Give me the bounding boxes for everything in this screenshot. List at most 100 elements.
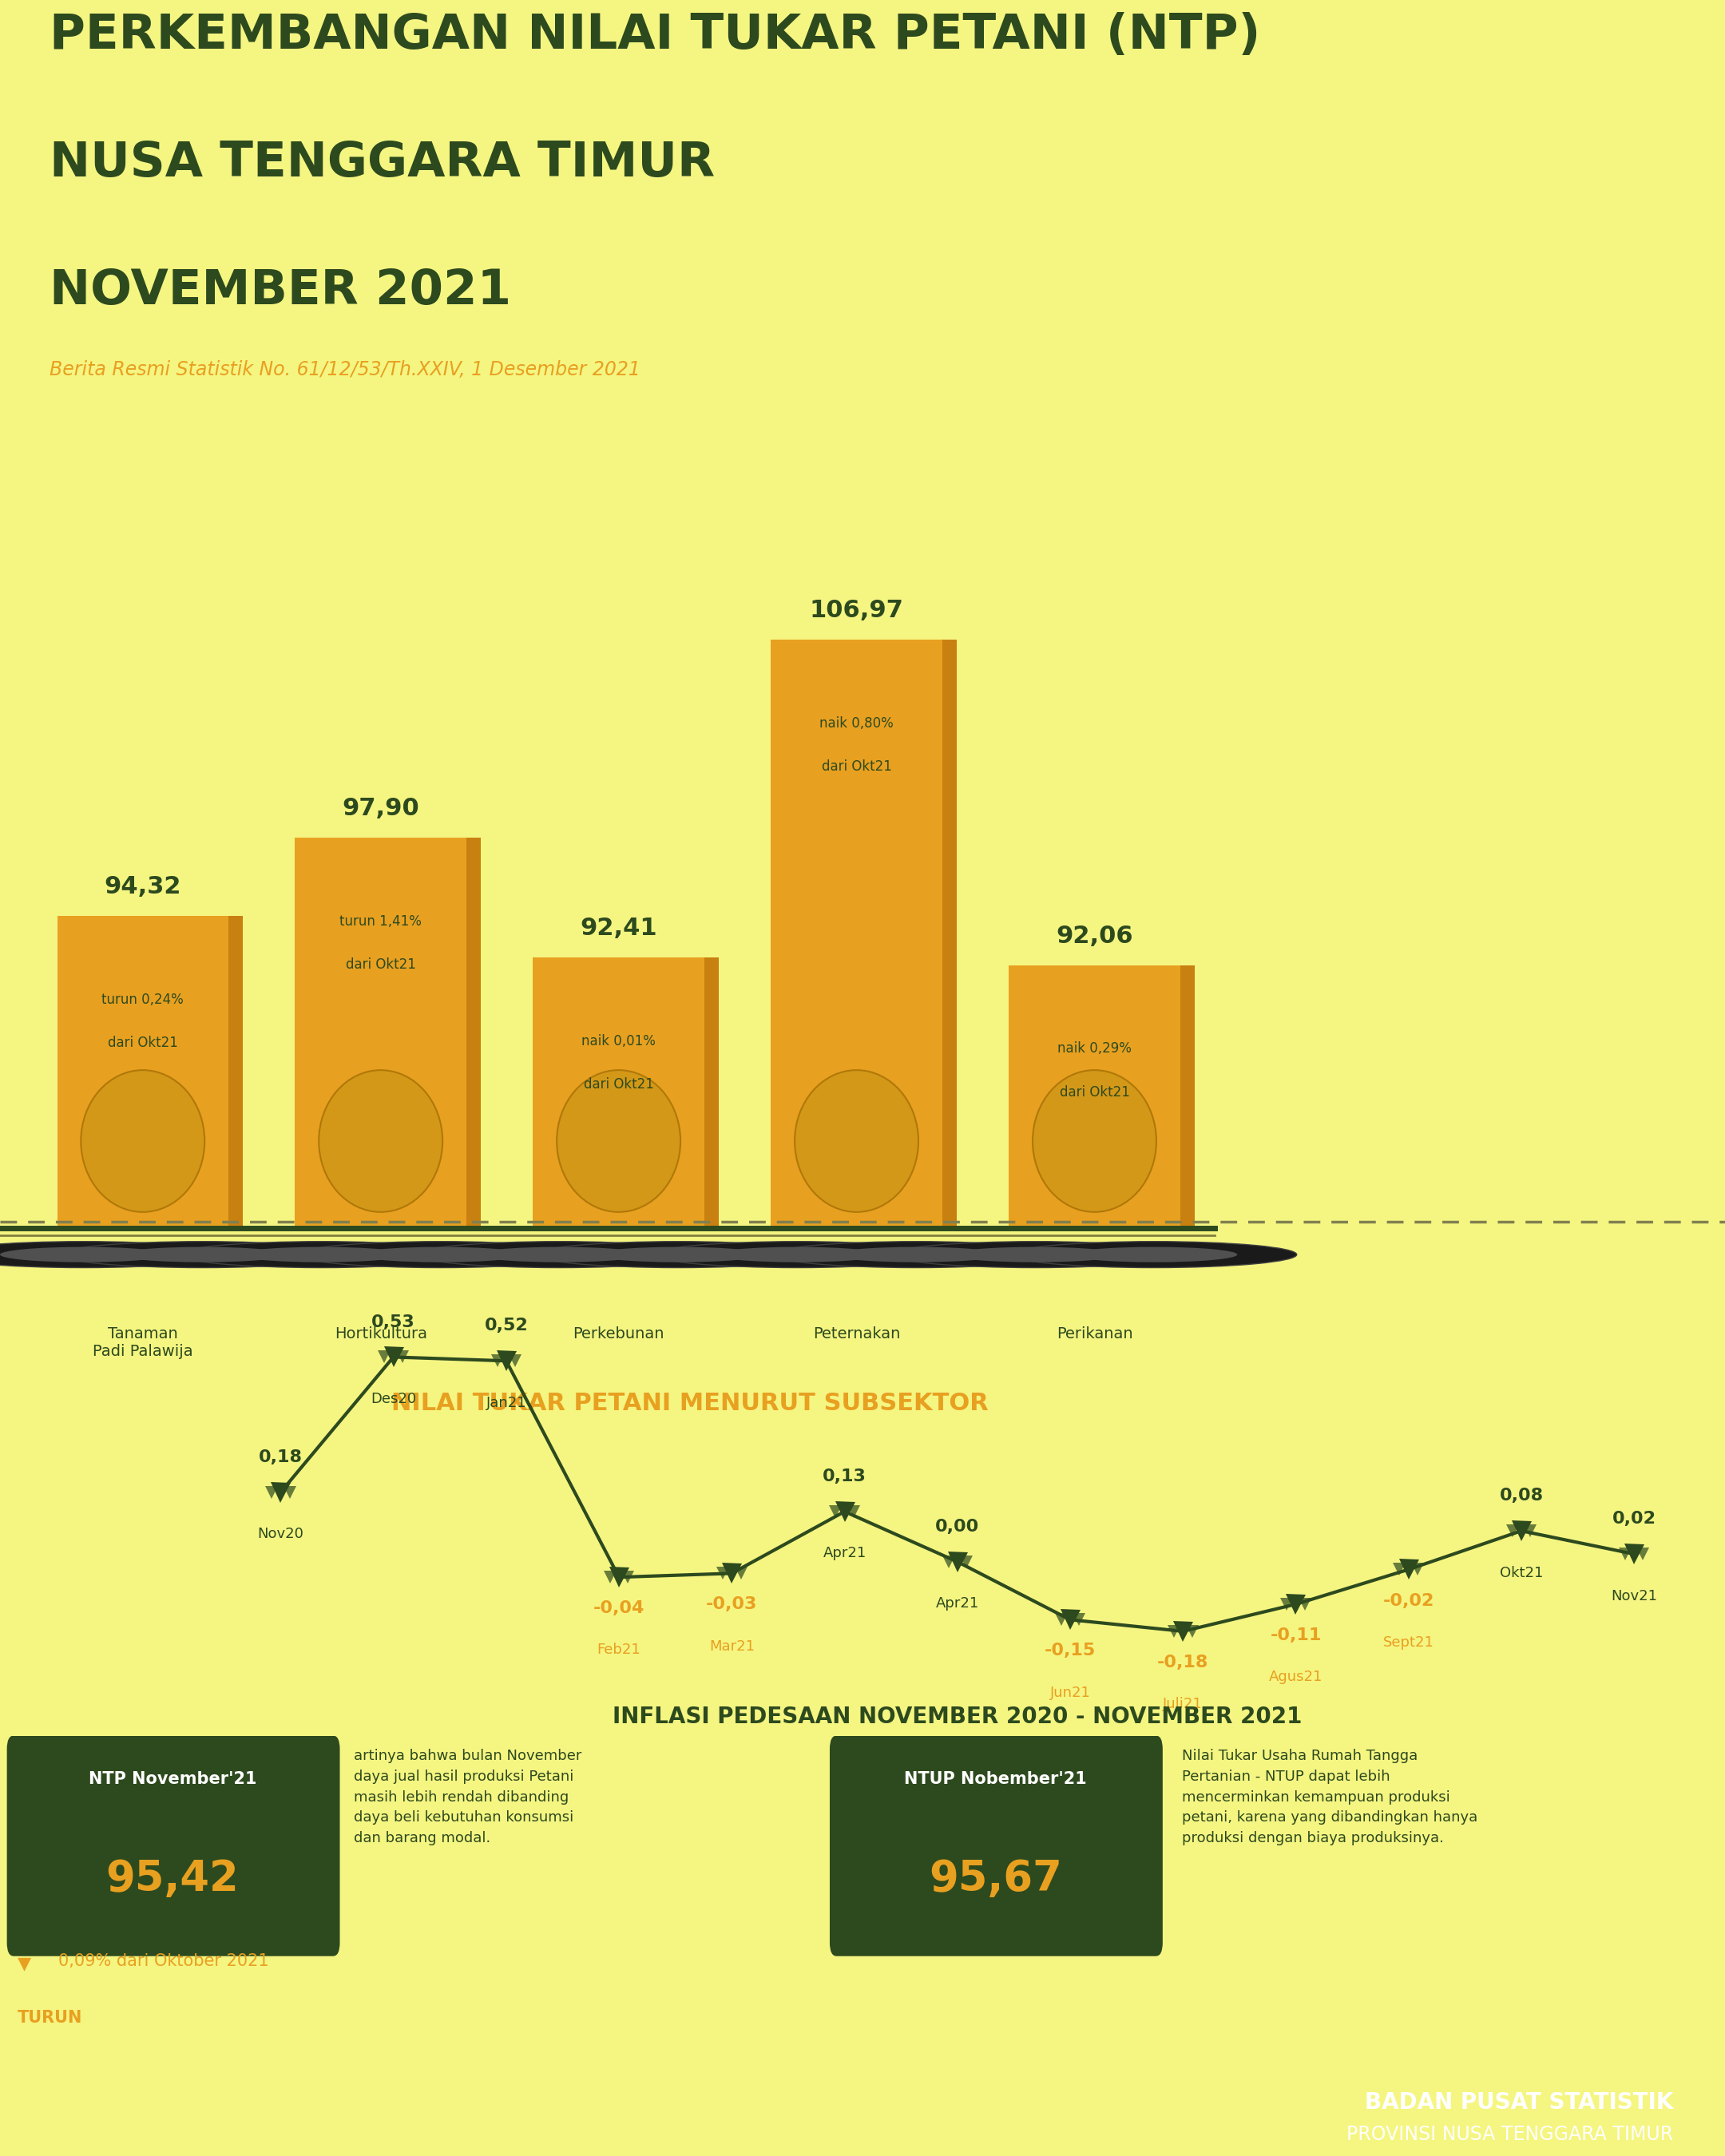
Circle shape bbox=[595, 1246, 761, 1261]
Circle shape bbox=[535, 1242, 821, 1268]
Text: NTUP Nobember'21: NTUP Nobember'21 bbox=[904, 1770, 1087, 1787]
FancyBboxPatch shape bbox=[830, 1736, 1163, 1955]
Circle shape bbox=[773, 1242, 1059, 1268]
Text: Apr21: Apr21 bbox=[935, 1595, 980, 1611]
FancyBboxPatch shape bbox=[547, 957, 719, 1229]
Text: NOVEMBER 2021: NOVEMBER 2021 bbox=[50, 267, 511, 315]
Text: dari Okt21: dari Okt21 bbox=[107, 1035, 178, 1050]
Text: Perkebunan: Perkebunan bbox=[573, 1326, 664, 1341]
Text: turun 0,24%: turun 0,24% bbox=[102, 992, 185, 1007]
Ellipse shape bbox=[1033, 1069, 1156, 1212]
Text: naik 0,80%: naik 0,80% bbox=[819, 716, 894, 731]
FancyBboxPatch shape bbox=[71, 916, 243, 1229]
Circle shape bbox=[238, 1246, 404, 1261]
Text: -0,18: -0,18 bbox=[1157, 1654, 1209, 1671]
Text: dari Okt21: dari Okt21 bbox=[1059, 1084, 1130, 1100]
Text: naik 0,29%: naik 0,29% bbox=[1057, 1041, 1132, 1056]
Text: Berita Resmi Statistik No. 61/12/53/Th.XXIV, 1 Desember 2021: Berita Resmi Statistik No. 61/12/53/Th.X… bbox=[50, 360, 640, 379]
Text: 0,00: 0,00 bbox=[935, 1518, 980, 1535]
Circle shape bbox=[1071, 1246, 1237, 1261]
Text: Agus21: Agus21 bbox=[1270, 1671, 1323, 1684]
Text: -0,11: -0,11 bbox=[1270, 1628, 1321, 1643]
FancyBboxPatch shape bbox=[533, 957, 704, 1229]
Text: Hortikultura: Hortikultura bbox=[335, 1326, 428, 1341]
FancyBboxPatch shape bbox=[771, 640, 942, 1229]
Circle shape bbox=[297, 1242, 583, 1268]
Text: 0,13: 0,13 bbox=[823, 1468, 866, 1485]
Text: -0,03: -0,03 bbox=[706, 1595, 757, 1613]
Text: 95,42: 95,42 bbox=[105, 1858, 240, 1899]
Text: PERKEMBANGAN NILAI TUKAR PETANI (NTP): PERKEMBANGAN NILAI TUKAR PETANI (NTP) bbox=[50, 13, 1261, 58]
Text: Mar21: Mar21 bbox=[709, 1639, 754, 1654]
FancyBboxPatch shape bbox=[57, 916, 228, 1229]
Circle shape bbox=[416, 1242, 702, 1268]
Text: Feb21: Feb21 bbox=[597, 1643, 642, 1658]
Ellipse shape bbox=[319, 1069, 443, 1212]
Text: 95,67: 95,67 bbox=[928, 1858, 1063, 1899]
FancyBboxPatch shape bbox=[295, 839, 466, 1229]
Ellipse shape bbox=[795, 1069, 918, 1212]
FancyBboxPatch shape bbox=[309, 839, 481, 1229]
Circle shape bbox=[357, 1246, 523, 1261]
Text: Nilai Tukar Usaha Rumah Tangga
Pertanian - NTUP dapat lebih
mencerminkan kemampu: Nilai Tukar Usaha Rumah Tangga Pertanian… bbox=[1182, 1749, 1477, 1846]
Circle shape bbox=[714, 1246, 880, 1261]
Text: 0,18: 0,18 bbox=[259, 1449, 302, 1466]
Circle shape bbox=[952, 1246, 1118, 1261]
Text: TURUN: TURUN bbox=[17, 2009, 83, 2027]
Circle shape bbox=[1011, 1242, 1297, 1268]
Text: PROVINSI NUSA TENGGARA TIMUR: PROVINSI NUSA TENGGARA TIMUR bbox=[1347, 2126, 1673, 2143]
Circle shape bbox=[59, 1242, 345, 1268]
Text: ▼: ▼ bbox=[17, 1955, 31, 1973]
Text: dari Okt21: dari Okt21 bbox=[821, 759, 892, 774]
Circle shape bbox=[119, 1246, 286, 1261]
Text: 94,32: 94,32 bbox=[104, 875, 181, 899]
Text: Perikanan: Perikanan bbox=[1056, 1326, 1133, 1341]
Text: Sept21: Sept21 bbox=[1383, 1634, 1433, 1649]
Text: Jun21: Jun21 bbox=[1051, 1686, 1090, 1699]
Text: -0,15: -0,15 bbox=[1045, 1643, 1095, 1658]
Circle shape bbox=[654, 1242, 940, 1268]
FancyBboxPatch shape bbox=[785, 640, 956, 1229]
Circle shape bbox=[178, 1242, 464, 1268]
Text: Peternakan: Peternakan bbox=[812, 1326, 900, 1341]
Text: -0,04: -0,04 bbox=[593, 1600, 645, 1617]
Text: 0,08: 0,08 bbox=[1499, 1488, 1544, 1505]
Text: -0,02: -0,02 bbox=[1383, 1593, 1433, 1608]
Text: INFLASI PEDESAAN NOVEMBER 2020 - NOVEMBER 2021: INFLASI PEDESAAN NOVEMBER 2020 - NOVEMBE… bbox=[612, 1705, 1302, 1727]
Text: NUSA TENGGARA TIMUR: NUSA TENGGARA TIMUR bbox=[50, 140, 716, 188]
Circle shape bbox=[833, 1246, 999, 1261]
Circle shape bbox=[0, 1242, 226, 1268]
Text: 0,02: 0,02 bbox=[1613, 1511, 1656, 1526]
Text: 97,90: 97,90 bbox=[342, 798, 419, 819]
Circle shape bbox=[476, 1246, 642, 1261]
Text: Apr21: Apr21 bbox=[823, 1546, 866, 1561]
Text: Nov21: Nov21 bbox=[1611, 1589, 1658, 1604]
Circle shape bbox=[0, 1246, 167, 1261]
Text: 0,09% dari Oktober 2021: 0,09% dari Oktober 2021 bbox=[59, 1953, 269, 1968]
Text: 92,41: 92,41 bbox=[580, 916, 657, 940]
Text: 92,06: 92,06 bbox=[1056, 925, 1133, 949]
Text: dari Okt21: dari Okt21 bbox=[583, 1078, 654, 1091]
FancyBboxPatch shape bbox=[7, 1736, 340, 1955]
Text: dari Okt21: dari Okt21 bbox=[345, 957, 416, 972]
Text: BADAN PUSAT STATISTIK: BADAN PUSAT STATISTIK bbox=[1364, 2091, 1673, 2113]
Circle shape bbox=[892, 1242, 1178, 1268]
FancyBboxPatch shape bbox=[1009, 966, 1180, 1229]
Text: Juli21: Juli21 bbox=[1163, 1697, 1202, 1712]
Text: turun 1,41%: turun 1,41% bbox=[340, 914, 423, 929]
Text: NILAI TUKAR PETANI MENURUT SUBSEKTOR: NILAI TUKAR PETANI MENURUT SUBSEKTOR bbox=[392, 1393, 988, 1414]
Text: Des20: Des20 bbox=[371, 1393, 416, 1406]
FancyBboxPatch shape bbox=[1023, 966, 1194, 1229]
Text: Nov20: Nov20 bbox=[257, 1526, 304, 1542]
Text: NTP November'21: NTP November'21 bbox=[88, 1770, 257, 1787]
Text: artinya bahwa bulan November
daya jual hasil produksi Petani
masih lebih rendah : artinya bahwa bulan November daya jual h… bbox=[354, 1749, 581, 1846]
Ellipse shape bbox=[81, 1069, 205, 1212]
Text: naik 0,01%: naik 0,01% bbox=[581, 1035, 656, 1048]
Text: Jan21: Jan21 bbox=[486, 1395, 526, 1410]
Text: 0,52: 0,52 bbox=[485, 1317, 528, 1335]
Text: Tanaman
Padi Palawija: Tanaman Padi Palawija bbox=[93, 1326, 193, 1358]
Text: 0,53: 0,53 bbox=[371, 1313, 416, 1330]
Text: 106,97: 106,97 bbox=[809, 599, 904, 623]
Ellipse shape bbox=[557, 1069, 680, 1212]
Text: Okt21: Okt21 bbox=[1499, 1565, 1544, 1580]
